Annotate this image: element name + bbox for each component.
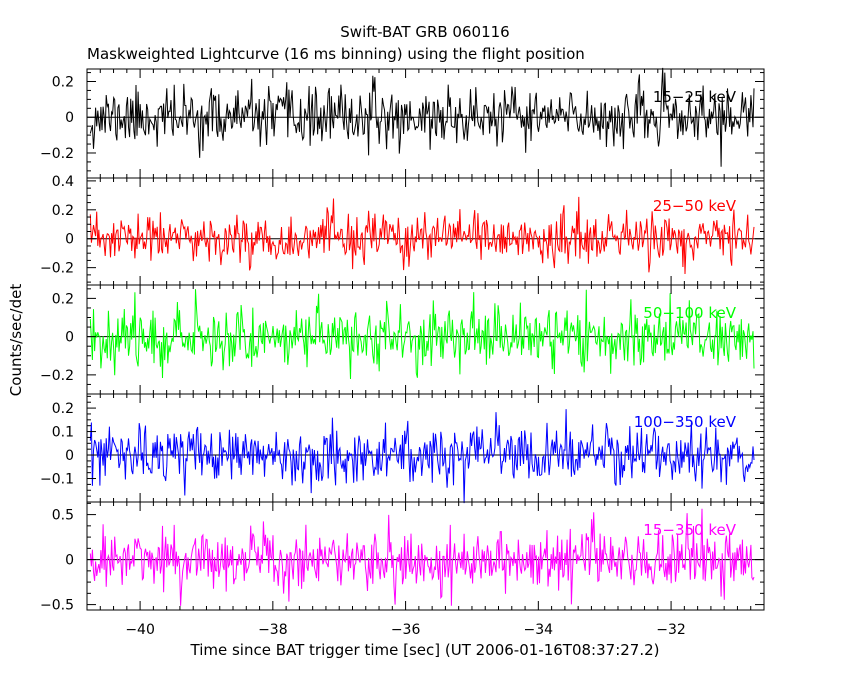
y-tick-label: −0.2 <box>40 146 74 162</box>
y-tick-label: 0 <box>65 553 74 569</box>
y-tick-label: −0.2 <box>40 368 74 384</box>
y-tick-label: 0 <box>65 232 74 248</box>
y-axis-label: Counts/sec/det <box>7 284 25 397</box>
panel-3: 50−100 keV −0.2 0 0.2 <box>40 284 765 395</box>
y-tick-label: −0.5 <box>40 598 74 614</box>
x-tick-label: −38 <box>258 622 288 638</box>
y-tick-label: −0.2 <box>40 261 74 277</box>
y-tick-label: −0.1 <box>40 472 74 488</box>
y-tick-label: 0.2 <box>52 203 74 219</box>
y-tick-label: 0.2 <box>52 291 74 307</box>
x-tick-label: −34 <box>524 622 554 638</box>
panel-4: 100−350 keV −0.1 0 0.1 0.2 <box>40 393 765 504</box>
band-label: 50−100 keV <box>643 304 736 322</box>
x-tick-label: −36 <box>391 622 421 638</box>
panel-5: 15−350 keV −0.5 0 0.5 <box>40 501 765 614</box>
panel-2: 25−50 keV −0.2 0 0.2 0.4 <box>40 174 765 286</box>
y-tick-label: 0.1 <box>52 425 74 441</box>
y-tick-label: 0.2 <box>52 75 74 91</box>
y-tick-label: 0 <box>65 448 74 464</box>
band-label: 100−350 keV <box>634 413 737 431</box>
panels-layer: 15−25 keV −0.2 0 0.2 25−50 keV −0.2 0 0.2 0.4 50−… <box>40 67 765 614</box>
y-tick-label: 0 <box>65 110 74 126</box>
chart-subtitle: Maskweighted Lightcurve (16 ms binning) … <box>87 45 585 63</box>
panel-1: 15−25 keV −0.2 0 0.2 <box>40 67 765 179</box>
lightcurve-line <box>89 409 755 504</box>
band-label: 15−25 keV <box>653 88 737 106</box>
lightcurve-line <box>89 289 755 380</box>
band-label: 15−350 keV <box>643 521 736 539</box>
band-label: 25−50 keV <box>653 197 737 215</box>
lightcurve-line <box>89 67 755 167</box>
y-tick-label: 0.5 <box>52 508 74 524</box>
x-tick-label: −32 <box>656 622 686 638</box>
y-tick-label: 0.2 <box>52 401 74 417</box>
lightcurve-line <box>89 196 755 275</box>
x-axis-label: Time since BAT trigger time [sec] (UT 20… <box>190 641 660 659</box>
x-axis: −40 −38 −36 −34 −32 <box>125 622 686 638</box>
x-tick-label: −40 <box>125 622 155 638</box>
chart-title: Swift-BAT GRB 060116 <box>340 23 509 41</box>
panel-frame <box>86 501 765 611</box>
y-tick-label: 0.4 <box>52 174 74 190</box>
lightcurve-line <box>89 508 755 606</box>
y-tick-label: 0 <box>65 330 74 346</box>
